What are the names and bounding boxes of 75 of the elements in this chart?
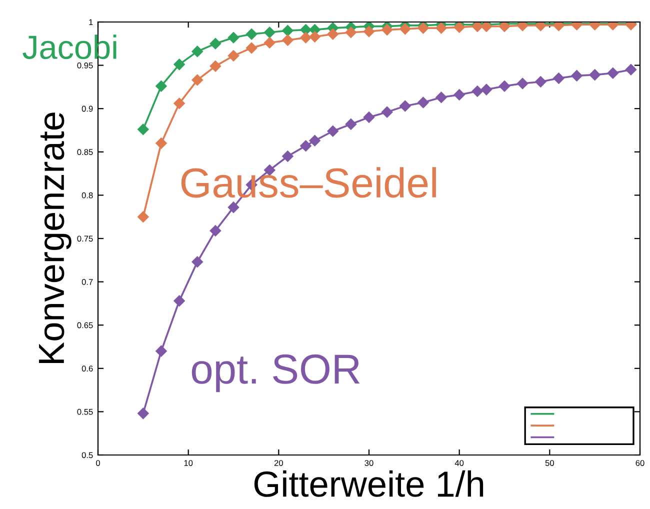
point xyxy=(400,100,411,112)
point xyxy=(264,37,276,48)
y-tick-label: 0.7 xyxy=(82,279,93,285)
point xyxy=(210,225,222,236)
point xyxy=(571,70,582,82)
point xyxy=(607,67,619,79)
point xyxy=(210,60,222,72)
y-tick-label: 0.85 xyxy=(77,149,93,155)
point xyxy=(309,135,320,146)
x-tick-label: 60 xyxy=(636,460,644,466)
y-tick-label: 0.55 xyxy=(77,408,93,415)
point xyxy=(174,58,185,70)
point xyxy=(192,74,203,86)
point xyxy=(327,28,338,40)
point xyxy=(192,256,203,268)
point xyxy=(282,34,294,46)
point xyxy=(228,202,240,213)
point xyxy=(625,64,637,76)
point xyxy=(174,98,185,110)
y-tick-label: 0.8 xyxy=(82,192,93,198)
point xyxy=(246,42,258,54)
point xyxy=(192,46,203,58)
point xyxy=(174,295,185,306)
point xyxy=(454,89,465,100)
point xyxy=(300,32,312,44)
point xyxy=(228,32,240,44)
point xyxy=(282,150,294,162)
point xyxy=(210,38,222,50)
y-tick-label: 0.9 xyxy=(82,106,93,112)
point xyxy=(418,22,429,34)
point xyxy=(345,26,357,38)
point xyxy=(480,84,492,96)
point xyxy=(400,23,411,35)
series-label: opt. SOR xyxy=(192,354,360,392)
point xyxy=(138,408,149,420)
point xyxy=(498,80,510,92)
point xyxy=(345,118,357,130)
y-tick-label: 0.5 xyxy=(82,452,93,458)
point xyxy=(138,211,149,222)
point xyxy=(472,86,484,97)
x-tick-label: 30 xyxy=(364,460,374,466)
y-tick-label: 0.95 xyxy=(77,62,93,68)
point xyxy=(516,78,528,90)
x-tick-label: 50 xyxy=(545,460,554,466)
point xyxy=(535,76,546,88)
y-axis-title: Konvergenzrate xyxy=(39,112,72,363)
x-axis-title: Gitterweite 1/h xyxy=(254,470,484,497)
y-tick-label: 0.75 xyxy=(77,236,93,242)
point xyxy=(300,140,312,152)
x-tick-label: 20 xyxy=(274,460,283,466)
point xyxy=(264,26,276,38)
point xyxy=(553,72,564,84)
y-tick-label: 0.6 xyxy=(82,366,93,372)
point xyxy=(436,92,447,103)
point xyxy=(138,124,149,135)
x-tick-label: 10 xyxy=(184,460,193,466)
x-tick-label: 40 xyxy=(454,460,464,466)
point xyxy=(381,24,393,36)
x-tick-label: 0 xyxy=(96,460,100,466)
point xyxy=(228,50,240,62)
y-tick-label: 1 xyxy=(89,19,93,26)
point xyxy=(363,112,375,123)
point xyxy=(589,69,600,80)
point xyxy=(156,345,167,357)
point xyxy=(381,106,393,118)
point xyxy=(309,31,320,42)
point xyxy=(156,138,167,149)
point xyxy=(327,126,338,137)
point xyxy=(363,26,375,38)
y-tick-label: 0.65 xyxy=(77,322,93,328)
point xyxy=(246,28,258,40)
point xyxy=(156,80,167,92)
point xyxy=(418,96,429,108)
point xyxy=(436,22,447,34)
point xyxy=(282,25,294,36)
